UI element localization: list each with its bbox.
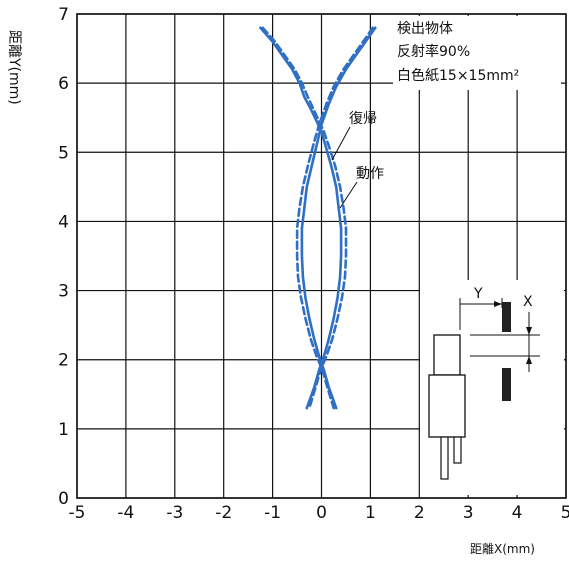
curves [259,26,377,410]
sensor-body [428,374,466,438]
sensor-head [433,334,461,376]
y-tick-label-3: 3 [58,282,69,302]
target-lower [502,368,511,401]
series-label-operate-leader [339,181,358,209]
annotation-background [393,16,561,90]
annotation-line-1: 検出物体 [397,21,453,37]
x-tick-label-10: 5 [561,503,569,523]
annotation-line-3: 白色紙15×15mm² [397,67,519,84]
x-tick-label-6: 1 [365,503,376,523]
sensor-lead-1 [440,436,449,480]
x-tick-label-4: -1 [264,503,281,523]
inset-y-label: Y [473,286,483,302]
y-tick-label-6: 6 [58,74,69,94]
x-axis-ticks: -5 -4 -3 -2 -1 0 1 2 3 4 5 [69,503,569,523]
x-dim-arrow-top [526,327,532,335]
inset-sensor-diagram: Y X [420,280,564,495]
target-upper [502,302,511,332]
x-tick-label-3: -2 [215,503,232,523]
series-label-return-leader [331,126,351,161]
x-axis-label: 距離X(mm) [470,542,535,556]
series-label-operate: 動作 [356,166,384,182]
x-tick-label-8: 3 [463,503,474,523]
y-tick-label-5: 5 [58,143,69,163]
y-tick-label-7: 7 [58,5,69,25]
series-operate-branch-0 [259,26,343,410]
inset-x-label: X [523,294,533,310]
y-tick-label-2: 2 [58,351,69,371]
x-dim-arrow-bottom [526,356,532,364]
x-tick-label-2: -3 [166,503,183,523]
series-operate-branch-1 [300,26,377,410]
x-tick-label-9: 4 [512,503,523,523]
y-axis-ticks: 0 1 2 3 4 5 6 7 [58,5,69,509]
y-axis-label: 距離Y(mm) [6,30,23,105]
y-tick-label-4: 4 [58,212,69,232]
annotation-line-2: 反射率90% [397,43,470,60]
series-return-branch-1 [295,26,375,410]
series-label-return: 復帰 [349,110,377,127]
series-return-branch-0 [261,26,348,410]
x-tick-label-1: -4 [117,503,134,523]
x-tick-label-5: 0 [316,503,327,523]
y-tick-label-0: 0 [58,489,69,509]
y-tick-label-1: 1 [58,420,69,440]
x-tick-label-7: 2 [414,503,425,523]
plot-frame [76,13,567,499]
x-tick-label-0: -5 [69,503,86,523]
y-dim-arrow [494,301,502,307]
sensor-lead-2 [453,436,462,464]
